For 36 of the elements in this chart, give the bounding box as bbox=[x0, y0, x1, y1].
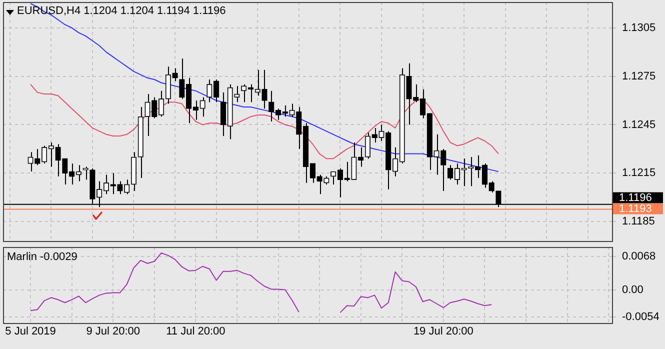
y-tick-label: 1.1245 bbox=[622, 118, 656, 131]
candlestick bbox=[34, 148, 40, 166]
candlestick bbox=[440, 148, 446, 192]
ref-line-label: 1.1196 bbox=[619, 192, 652, 204]
candlestick bbox=[220, 92, 226, 137]
ref-line-label: 1.1193 bbox=[619, 203, 652, 216]
candlestick bbox=[434, 134, 440, 176]
y-tick-label: -0.0054 bbox=[622, 311, 660, 324]
x-tick-label: 9 Jul 20:00 bbox=[86, 326, 140, 338]
y-tick-label: 1.1305 bbox=[622, 22, 656, 34]
y-tick-label: 1.1185 bbox=[622, 216, 655, 228]
candlestick bbox=[234, 85, 240, 103]
candlestick bbox=[358, 146, 364, 168]
y-tick-label: 1.1215 bbox=[622, 167, 656, 180]
candlestick bbox=[406, 62, 412, 126]
candlestick bbox=[172, 68, 178, 82]
y-tick-label: 0.0068 bbox=[622, 250, 656, 262]
chart-title: Marlin -0.0029 bbox=[7, 251, 78, 263]
y-tick-label: 1.1275 bbox=[622, 70, 656, 82]
candlestick bbox=[213, 79, 220, 103]
candlestick bbox=[289, 103, 295, 118]
x-tick-label: 5 Jul 2019 bbox=[5, 326, 56, 338]
x-tick-label: 11 Jul 20:00 bbox=[166, 326, 226, 338]
candlestick bbox=[378, 124, 384, 142]
candlestick bbox=[144, 94, 150, 137]
y-tick-label: 0.00 bbox=[622, 284, 644, 296]
candlestick bbox=[152, 96, 158, 119]
candlestick bbox=[124, 179, 130, 195]
candlestick bbox=[28, 152, 34, 172]
candlestick bbox=[447, 164, 454, 180]
candlestick bbox=[262, 69, 268, 110]
candlestick bbox=[55, 144, 61, 177]
x-tick-label: 19 Jul 20:00 bbox=[413, 326, 474, 338]
candlestick bbox=[372, 127, 378, 143]
candlestick bbox=[117, 180, 123, 195]
candlestick bbox=[316, 174, 322, 195]
